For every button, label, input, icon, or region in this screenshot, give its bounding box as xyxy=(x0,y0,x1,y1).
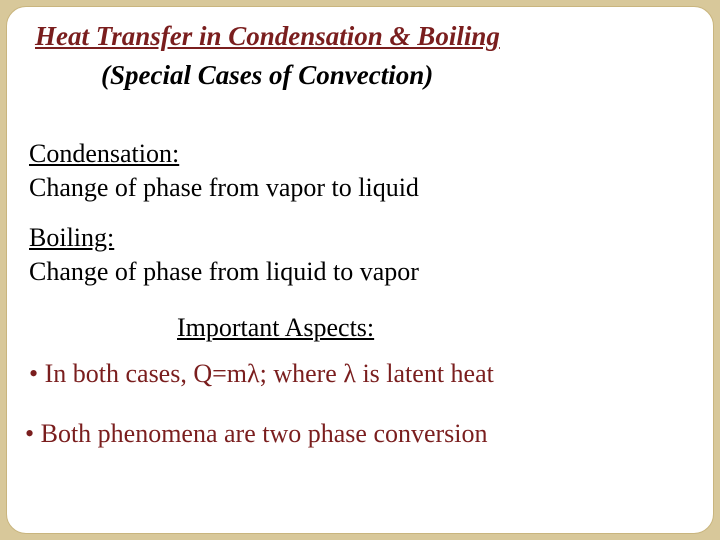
slide-panel: Heat Transfer in Condensation & Boiling … xyxy=(6,6,714,534)
slide-title: Heat Transfer in Condensation & Boiling xyxy=(35,21,691,52)
section-text-condensation: Change of phase from vapor to liquid xyxy=(29,173,691,203)
bullet-item: • Both phenomena are two phase conversio… xyxy=(25,419,691,449)
section-text-boiling: Change of phase from liquid to vapor xyxy=(29,257,691,287)
slide-subtitle: (Special Cases of Convection) xyxy=(101,60,691,91)
section-heading-condensation: Condensation: xyxy=(29,139,691,169)
aspects-heading: Important Aspects: xyxy=(177,313,691,343)
section-heading-boiling: Boiling: xyxy=(29,223,691,253)
bullet-item: • In both cases, Q=mλ; where λ is latent… xyxy=(29,359,691,389)
